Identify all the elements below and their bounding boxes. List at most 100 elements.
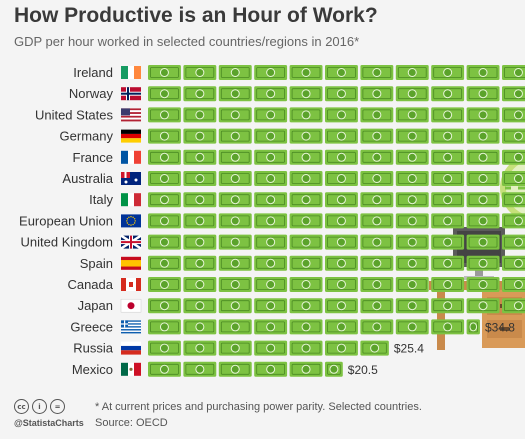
banknote-icon: [360, 298, 394, 314]
banknote-icon: [325, 86, 358, 102]
banknote-icon: [502, 213, 525, 229]
banknote-icon: [395, 255, 429, 271]
banknote-icon: [148, 149, 181, 165]
country-label: Ireland: [73, 65, 113, 80]
bar: [148, 192, 525, 208]
banknote-icon: [360, 340, 389, 356]
banknote-icon: [254, 65, 288, 80]
banknote-icon: [218, 234, 252, 250]
banknote-icon: [325, 277, 358, 292]
canada-flag: [121, 278, 141, 291]
banknote-icon: [183, 86, 217, 102]
banknote-icon: [502, 128, 525, 144]
banknote-icon: [289, 298, 323, 314]
banknote-icon: [360, 86, 394, 102]
japan-flag: [120, 298, 142, 313]
country-label: Mexico: [72, 362, 113, 377]
country-label: Australia: [62, 171, 113, 186]
banknote-icon: [289, 192, 323, 208]
country-label: Japan: [78, 298, 113, 313]
banknote-icon: [395, 149, 429, 165]
banknote-icon: [183, 192, 217, 208]
banknote-icon: [395, 128, 429, 144]
banknote-icon: [325, 298, 358, 314]
source-label: Source: OECD: [95, 417, 168, 429]
banknote-icon: [431, 277, 465, 292]
country-label: France: [73, 150, 113, 165]
bar-row: Mexico $20.5: [72, 361, 378, 377]
bar-row: United Kingdom$52.7: [21, 234, 525, 250]
banknote-icon: [466, 171, 500, 186]
banknote-icon: [431, 149, 465, 165]
country-label: Canada: [67, 277, 113, 292]
banknote-icon: [466, 65, 500, 80]
value-label: $34.8: [485, 320, 515, 334]
banknote-icon: [466, 128, 500, 144]
banknote-icon: [325, 319, 358, 335]
bar: [148, 234, 525, 250]
russia-flag: [121, 341, 141, 355]
banknote-icon: [218, 65, 252, 80]
banknote-icon: [395, 234, 429, 250]
banknote-icon: [502, 149, 525, 165]
banknote-icon: [218, 255, 252, 271]
country-label: Russia: [73, 341, 114, 356]
banknote-icon: [325, 255, 358, 271]
germany-flag: [121, 129, 141, 143]
banknote-icon: [254, 192, 288, 208]
bar-row: Italy$54.4: [89, 192, 525, 208]
banknote-icon: [466, 255, 500, 271]
banknote-icon: [289, 128, 323, 144]
banknote-icon: [431, 234, 465, 250]
bar: [148, 128, 525, 144]
banknote-icon: [183, 361, 217, 377]
banknote-icon: [289, 149, 323, 165]
banknote-icon: [431, 213, 465, 229]
banknote-icon: [466, 298, 500, 314]
bar-row: Ireland$95.5: [73, 65, 525, 80]
banknote-icon: [183, 319, 217, 335]
country-label: United Kingdom: [21, 235, 114, 250]
bar-row: Norway$77.9: [69, 86, 525, 102]
banknote-icon: [360, 319, 394, 335]
chart-subtitle: GDP per hour worked in selected countrie…: [14, 34, 360, 49]
banknote-icon: [218, 86, 252, 102]
banknote-icon: [254, 277, 288, 292]
banknote-icon: [289, 277, 323, 292]
banknote-icon: [360, 128, 394, 144]
banknote-icon: [325, 340, 358, 356]
banknote-icon: [395, 277, 429, 292]
eu-flag: [121, 214, 141, 228]
italy-flag: [121, 193, 141, 207]
bar-row: Russia $25.4: [73, 340, 424, 356]
banknote-icon: [254, 340, 288, 356]
banknote-icon: [395, 213, 429, 229]
country-label: European Union: [19, 213, 113, 228]
banknote-icon: [360, 171, 394, 186]
country-label: United States: [35, 107, 114, 122]
banknote-icon: [431, 319, 465, 335]
footnote: * At current prices and purchasing power…: [95, 401, 422, 413]
country-label: Greece: [70, 319, 113, 334]
banknote-icon: [325, 192, 358, 208]
banknote-icon: [254, 361, 288, 377]
banknote-icon: [148, 128, 181, 144]
ireland-flag: [121, 66, 141, 79]
bar-row: Greece $34.8: [70, 319, 515, 335]
banknote-icon: [183, 213, 217, 229]
banknote-icon: [289, 234, 323, 250]
banknote-icon: [148, 298, 181, 314]
bar-row: Canada$51.6: [67, 277, 525, 292]
bar-row: United States$69.6: [35, 107, 525, 123]
banknote-icon: [325, 107, 358, 123]
banknote-icon: [148, 234, 181, 250]
banknote-icon: [148, 213, 181, 229]
country-label: Spain: [80, 256, 113, 271]
banknote-icon: [254, 107, 288, 123]
bar: [148, 277, 525, 292]
bar: [148, 319, 480, 335]
uk-flag: [120, 234, 142, 250]
banknote-icon: [431, 192, 465, 208]
banknote-icon: [502, 192, 525, 208]
banknote-icon: [148, 319, 181, 335]
